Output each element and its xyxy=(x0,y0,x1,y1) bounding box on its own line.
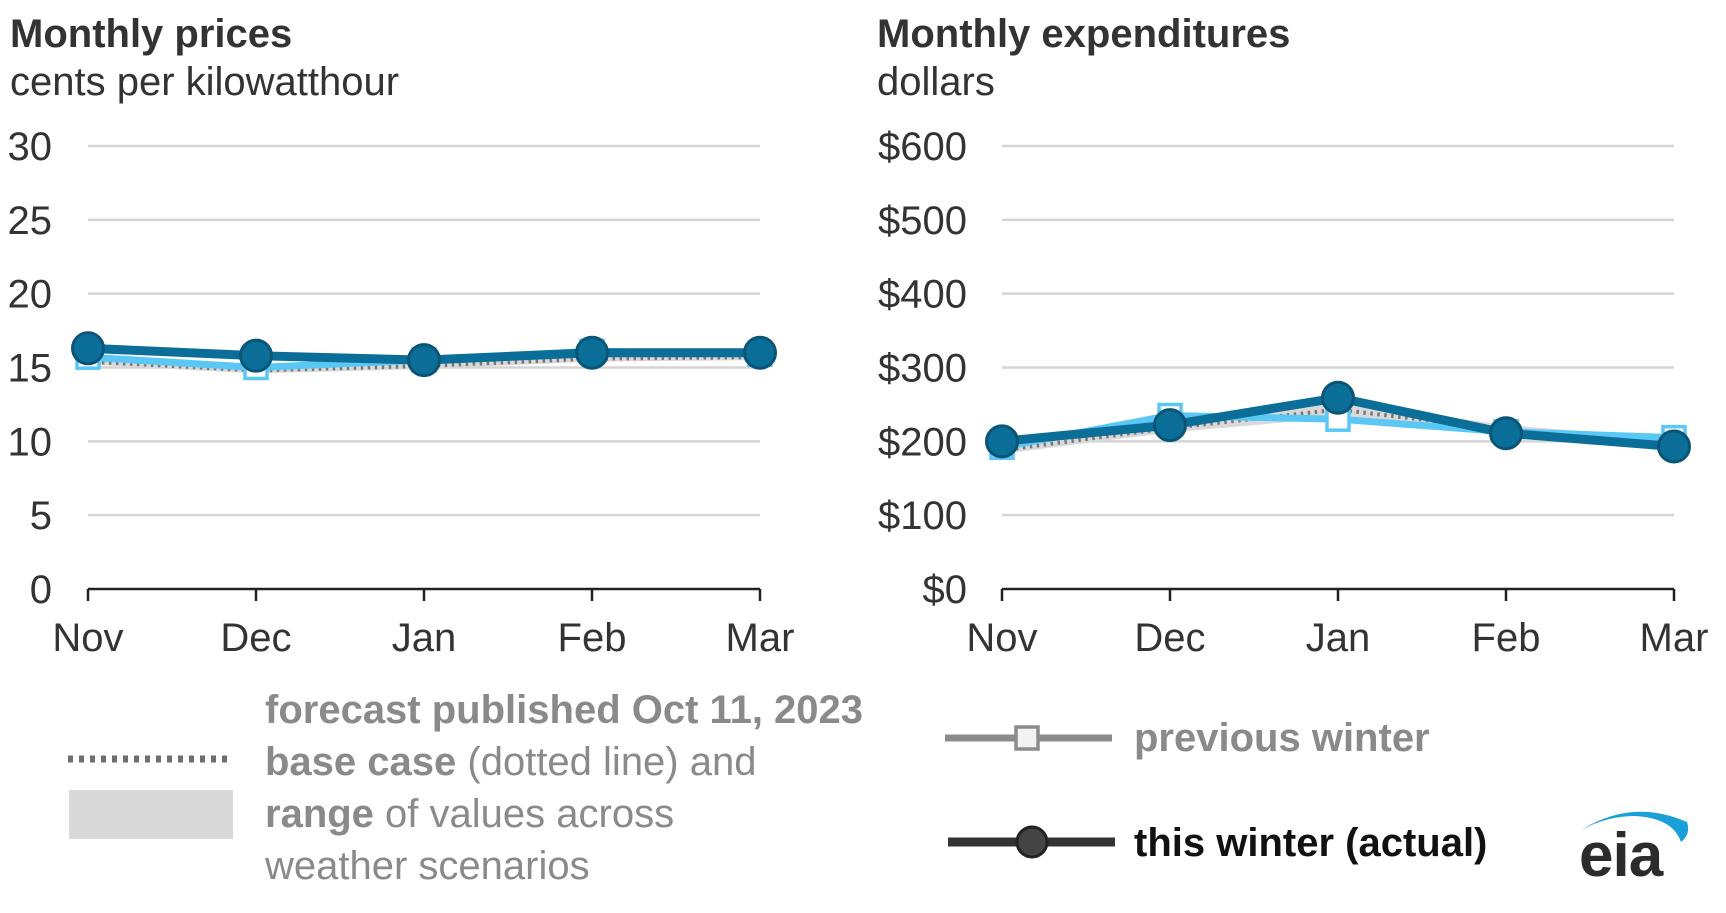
chart1-this-winter-point xyxy=(239,338,273,373)
chart2-this-winter-point xyxy=(1321,380,1355,415)
chart2-x-tick-label: Mar xyxy=(1640,616,1709,660)
chart1-y-tick-label: 10 xyxy=(8,420,53,464)
chart2-x-tick-label: Nov xyxy=(966,616,1037,660)
legend-this-winter-label: this winter (actual) xyxy=(1134,821,1488,865)
chart2-x-tick-label: Jan xyxy=(1306,616,1371,660)
chart2-y-tick-label: $400 xyxy=(878,273,967,317)
chart1-y-tick-label: 20 xyxy=(8,273,53,317)
legend-range-swatch xyxy=(69,790,233,839)
chart1-y-tick-label: 15 xyxy=(8,347,53,391)
legend-base-case-bold: base case xyxy=(265,740,457,784)
chart2-y-tick-label: $200 xyxy=(878,420,967,464)
chart2-this-winter-point xyxy=(1153,408,1187,443)
legend-base-case-line: base case (dotted line) and xyxy=(265,736,756,788)
eia-logo: eia xyxy=(1575,800,1695,890)
chart1-y-tick-label: 25 xyxy=(8,199,53,243)
legend-range-rest: of values across xyxy=(373,792,675,836)
chart1-x-tick-label: Nov xyxy=(52,616,123,660)
chart2-y-tick-label: $600 xyxy=(878,125,967,169)
chart2-x-tick-label: Dec xyxy=(1134,616,1205,660)
legend-this-winter-marker xyxy=(1015,825,1049,859)
chart1-x-tick-label: Mar xyxy=(726,616,795,660)
legend-previous-winter-marker xyxy=(1014,725,1040,751)
chart2-title: Monthly expenditures xyxy=(877,12,1291,56)
chart2-this-winter-point xyxy=(1657,429,1691,464)
chart1-this-winter-point xyxy=(71,331,105,366)
chart2-y-tick-label: $500 xyxy=(878,199,967,243)
chart1-this-winter-point xyxy=(743,335,777,370)
chart1-y-tick-label: 0 xyxy=(30,568,52,612)
eia-logo-text: eia xyxy=(1579,821,1663,890)
chart2-this-winter-point xyxy=(985,424,1019,459)
legend-forecast-header: forecast published Oct 11, 2023 xyxy=(265,688,864,732)
eia-swoosh-icon xyxy=(1581,811,1689,842)
chart2-this-winter-point xyxy=(1489,416,1523,451)
chart2-x-tick-label: Feb xyxy=(1472,616,1541,660)
chart2-y-tick-label: $0 xyxy=(923,568,968,612)
chart2-y-tick-label: $300 xyxy=(878,347,967,391)
chart2-y-tick-label: $100 xyxy=(878,494,967,538)
chart1-title: Monthly prices xyxy=(10,12,293,56)
chart1-x-tick-label: Jan xyxy=(392,616,457,660)
legend-base-case-rest: (dotted line) and xyxy=(456,740,757,784)
chart1-this-winter-point xyxy=(407,343,441,378)
chart1-y-tick-label: 5 xyxy=(30,494,52,538)
chart1-this-winter-point xyxy=(575,335,609,370)
chart2-subtitle: dollars xyxy=(877,60,995,104)
legend-range-line: range of values across xyxy=(265,788,674,840)
chart1-x-tick-label: Feb xyxy=(558,616,627,660)
chart1-y-tick-label: 30 xyxy=(8,125,53,169)
chart1-subtitle: cents per kilowatthour xyxy=(10,60,400,104)
legend-range-bold: range xyxy=(265,792,374,836)
legend-range-line3: weather scenarios xyxy=(265,844,590,888)
chart1-x-tick-label: Dec xyxy=(220,616,291,660)
legend-previous-winter-label: previous winter xyxy=(1134,716,1430,760)
